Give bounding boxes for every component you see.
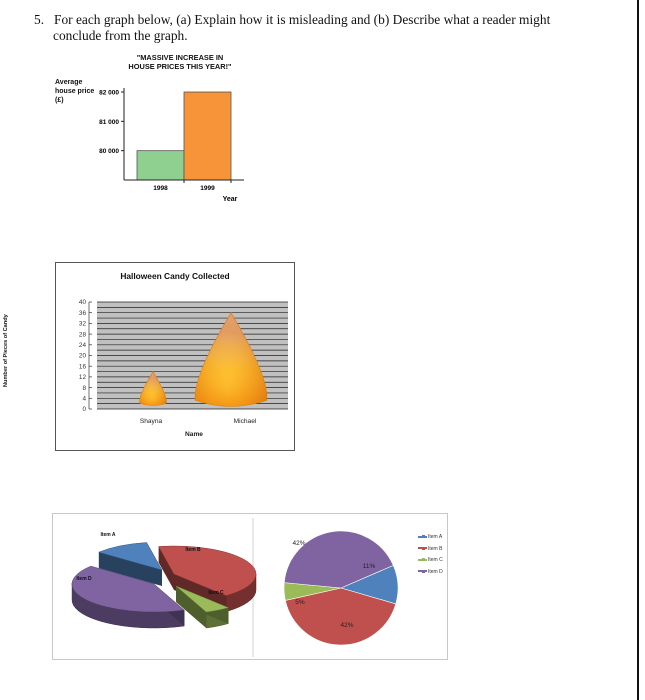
legend-label: Item D (428, 568, 443, 575)
legend-label: Item B (428, 545, 443, 552)
x-tick-label-Michael: Michael (234, 418, 257, 425)
y-tick-label: 36 (79, 310, 87, 317)
candy-chart-y-label: Number of Pieces of Candy (3, 314, 9, 388)
page-right-border (637, 0, 639, 700)
pie-value-label-item-b: 42% (340, 622, 353, 629)
legend-marker (422, 569, 425, 573)
pie3d-cut (176, 586, 207, 629)
x-axis-label: Name (185, 431, 203, 438)
pie3d-label-item-a: Item A (100, 532, 115, 538)
house-chart-y-label: Average house price (£) (55, 79, 95, 104)
y-tick-label: 82 000 (99, 90, 119, 97)
legend-marker (422, 558, 425, 562)
pie-value-label-item-a: 11% (363, 563, 376, 570)
pie3d-cut (158, 546, 174, 590)
y-tick-label: 24 (79, 342, 87, 349)
pie-slice-item-b (285, 587, 397, 646)
candy-bar-shade (139, 371, 167, 406)
legend-item-item-a: Item A (418, 532, 468, 544)
pie3d-label-item-d: Item D (76, 576, 92, 582)
question-line-2: conclude from the graph. (53, 28, 188, 43)
question-number: 5. (34, 12, 45, 27)
legend-item-item-d: Item D (418, 567, 468, 579)
y-tick-label: 8 (82, 385, 86, 392)
candy-chart-frame: Halloween Candy Collected 0 4 8 12 16 20 24 28 3… (55, 262, 295, 451)
pie3d-slice-item-c (175, 585, 230, 613)
pie3d-slice-item-d (71, 565, 185, 613)
y-tick-label: 81 000 (99, 119, 119, 126)
legend-label: Item C (428, 557, 443, 563)
y-tick-label: 20 (79, 353, 87, 360)
legend-item-item-b: Item B (418, 544, 468, 556)
question-text: 5. For each graph below, (a) Explain how … (34, 12, 624, 44)
candy-bar-shade (195, 312, 267, 407)
pie3d-slice-item-a (98, 542, 163, 571)
y-tick-label: 12 (79, 374, 87, 381)
y-tick-label: 80 000 (99, 148, 119, 155)
pie-legend: Item A Item B Item C Item D (418, 532, 468, 578)
house-chart-title-line-2: HOUSE PRICES THIS YEAR!" (128, 62, 232, 71)
y-tick-label: 16 (79, 363, 87, 370)
x-tick-label-Shayna: Shayna (140, 418, 163, 425)
pie3d-slice-item-b (158, 545, 257, 596)
y-tick-label: 4 (82, 396, 86, 403)
pie3d-label-item-c: Item C (208, 590, 224, 596)
question-line-1: For each graph below, (a) Explain how it… (54, 12, 551, 27)
x-tick-label-1999: 1999 (200, 185, 215, 192)
y-tick-label: 40 (79, 299, 87, 306)
pie-value-label-item-d: 42% (292, 540, 305, 547)
legend-label: Item A (428, 534, 443, 540)
candy-chart-title: Halloween Candy Collected (120, 271, 230, 281)
pie-charts: Item A Item B Item C Item D 11% 42% 5% 42% (71, 518, 399, 657)
house-chart-title: "MASSIVE INCREASE IN HOUSE PRICES THIS Y… (100, 53, 260, 71)
legend-item-item-c: Item C (418, 555, 468, 567)
bar-1999 (183, 91, 232, 181)
house-price-chart: 80 000 81 000 82 000 1998 1999 Year (99, 88, 244, 203)
candy-bar-Shayna (139, 370, 167, 406)
y-tick-label: 0 (82, 406, 86, 413)
pie3d-label-item-b: Item B (185, 547, 201, 553)
legend-marker (422, 535, 425, 539)
pie3d-cut (98, 552, 162, 586)
candy-chart: 0 4 8 12 16 20 24 28 32 36 40 Shayna Michael Name (79, 299, 288, 438)
x-axis-label: Year (223, 196, 238, 203)
house-chart-title-line-1: "MASSIVE INCREASE IN (136, 53, 224, 62)
x-tick-label-1998: 1998 (153, 185, 168, 192)
candy-bar-Michael (194, 312, 268, 407)
y-tick-label: 28 (79, 331, 87, 338)
pie-slice-item-d (283, 530, 394, 589)
pie-value-label-item-c: 5% (295, 599, 305, 606)
bar-1998 (136, 150, 185, 181)
pie-charts-frame: Item A Item B Item C Item D 11% 42% 5% 42% (52, 513, 448, 660)
y-tick-label: 32 (79, 321, 87, 328)
legend-marker (422, 546, 425, 550)
